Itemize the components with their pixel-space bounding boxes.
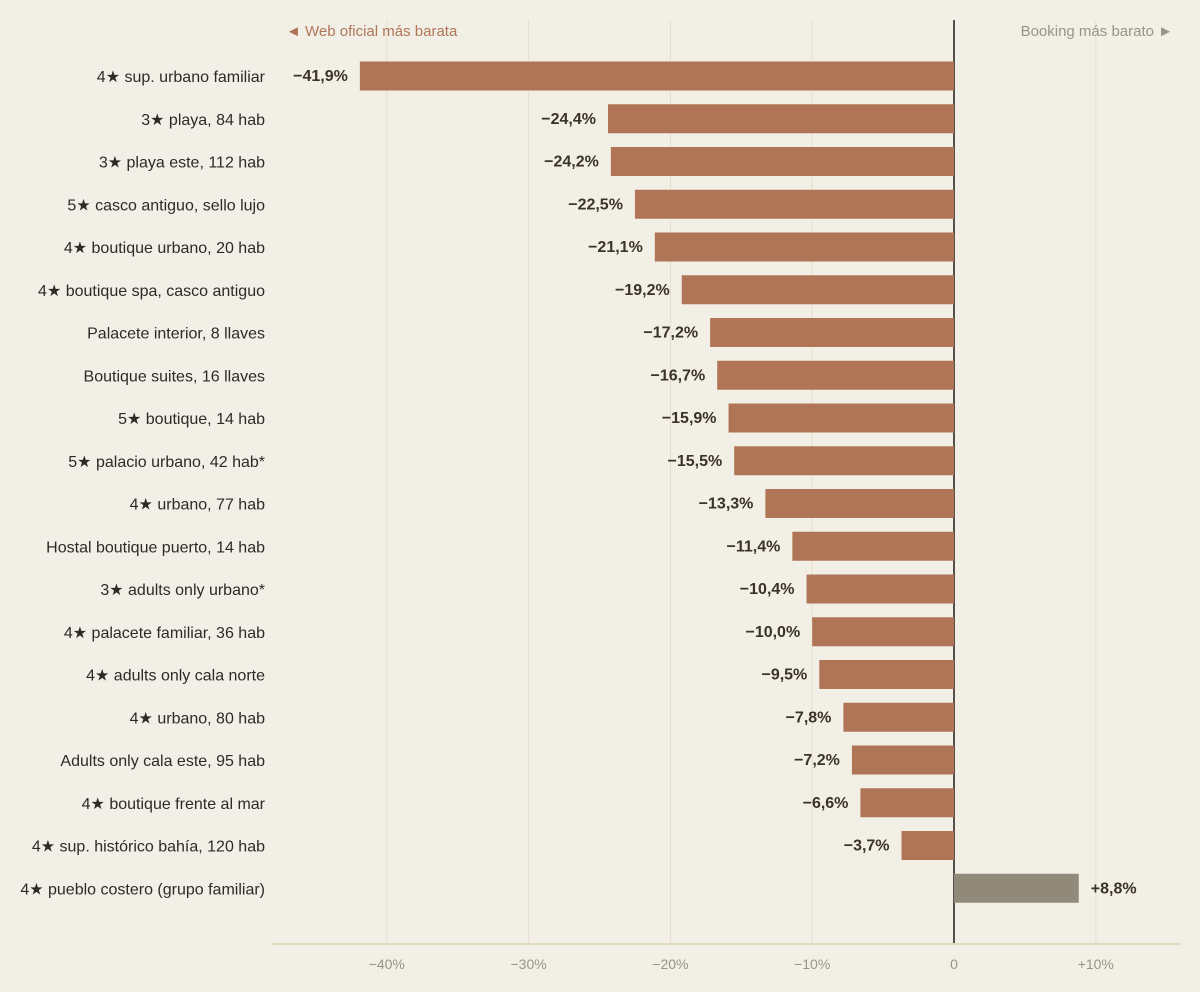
value-label: −24,2% <box>544 154 599 171</box>
value-label: −16,7% <box>650 367 705 384</box>
tick-label: −40% <box>369 956 405 972</box>
bar <box>681 275 954 305</box>
value-label: −13,3% <box>699 496 754 513</box>
category-label: 4★ adults only cala norte <box>86 668 265 685</box>
value-labels: −41,9% −24,4% −24,2% −22,5% −21,1% −19,2% −17,… <box>293 68 1136 897</box>
hint-booking-cheaper: Booking más barato ► <box>1021 23 1173 40</box>
bar <box>710 318 954 347</box>
category-label: 4★ urbano, 77 hab <box>130 497 265 514</box>
bar <box>728 403 954 433</box>
bar <box>812 617 954 647</box>
bar <box>359 61 954 91</box>
bar <box>608 104 954 134</box>
bar <box>851 745 954 775</box>
bar <box>634 189 954 219</box>
value-label: −19,2% <box>615 282 670 299</box>
bar <box>843 702 954 732</box>
value-label: −10,0% <box>745 624 800 641</box>
x-axis: −40% −30% −20% −10% 0 +10% <box>271 943 1181 972</box>
tick-label: 0 <box>950 956 958 972</box>
category-label: Adults only cala este, 95 hab <box>60 753 265 770</box>
bar <box>954 873 1079 903</box>
tick-label: −10% <box>794 956 830 972</box>
bar <box>860 788 954 818</box>
value-label: −22,5% <box>568 196 623 213</box>
category-label: 5★ palacio urbano, 42 hab* <box>68 454 265 471</box>
value-label: +8,8% <box>1091 880 1137 897</box>
value-label: −3,7% <box>844 838 890 855</box>
bar <box>734 446 954 476</box>
value-label: −9,5% <box>761 667 807 684</box>
tick-label: +10% <box>1078 956 1114 972</box>
category-label: 4★ palacete familiar, 36 hab <box>64 625 265 642</box>
category-label: Hostal boutique puerto, 14 hab <box>46 539 265 556</box>
bars <box>359 61 1079 903</box>
category-label: 4★ boutique urbano, 20 hab <box>64 240 265 257</box>
value-label: −6,6% <box>803 795 849 812</box>
bar <box>806 574 954 604</box>
category-label: 3★ playa, 84 hab <box>141 112 265 129</box>
value-label: −21,1% <box>588 239 643 256</box>
category-label: 3★ adults only urbano* <box>100 582 265 599</box>
category-labels: 4★ sup. urbano familiar 3★ playa, 84 hab 3… <box>20 69 265 898</box>
value-label: −17,2% <box>643 325 698 342</box>
value-label: −7,8% <box>786 709 832 726</box>
bar <box>765 489 954 518</box>
bar <box>654 232 954 262</box>
category-label: 4★ boutique frente al mar <box>82 796 266 813</box>
value-label: −15,5% <box>667 453 722 470</box>
category-label: 4★ urbano, 80 hab <box>130 710 265 727</box>
bar <box>610 147 954 176</box>
tick-label: −20% <box>652 956 688 972</box>
bar <box>792 531 954 561</box>
bar <box>717 360 954 390</box>
category-label: 5★ casco antiguo, sello lujo <box>67 197 265 214</box>
value-label: −24,4% <box>541 111 596 128</box>
category-label: 4★ boutique spa, casco antiguo <box>38 283 265 300</box>
value-label: −11,4% <box>727 538 781 555</box>
value-label: −41,9% <box>293 68 348 85</box>
category-label: 4★ pueblo costero (grupo familiar) <box>20 881 265 898</box>
category-label: 4★ sup. urbano familiar <box>97 69 266 86</box>
bar <box>901 831 954 860</box>
category-label: 4★ sup. histórico bahía, 120 hab <box>32 839 265 856</box>
bar <box>819 660 954 689</box>
value-label: −7,2% <box>794 752 840 769</box>
hint-web-cheaper: ◄ Web oficial más barata <box>286 23 458 40</box>
category-label: 5★ boutique, 14 hab <box>118 411 265 428</box>
value-label: −15,9% <box>662 410 717 427</box>
category-label: 3★ playa este, 112 hab <box>99 155 265 172</box>
value-label: −10,4% <box>740 581 795 598</box>
tick-label: −30% <box>510 956 546 972</box>
category-label: Palacete interior, 8 llaves <box>87 326 265 343</box>
category-label: Boutique suites, 16 llaves <box>84 368 265 385</box>
